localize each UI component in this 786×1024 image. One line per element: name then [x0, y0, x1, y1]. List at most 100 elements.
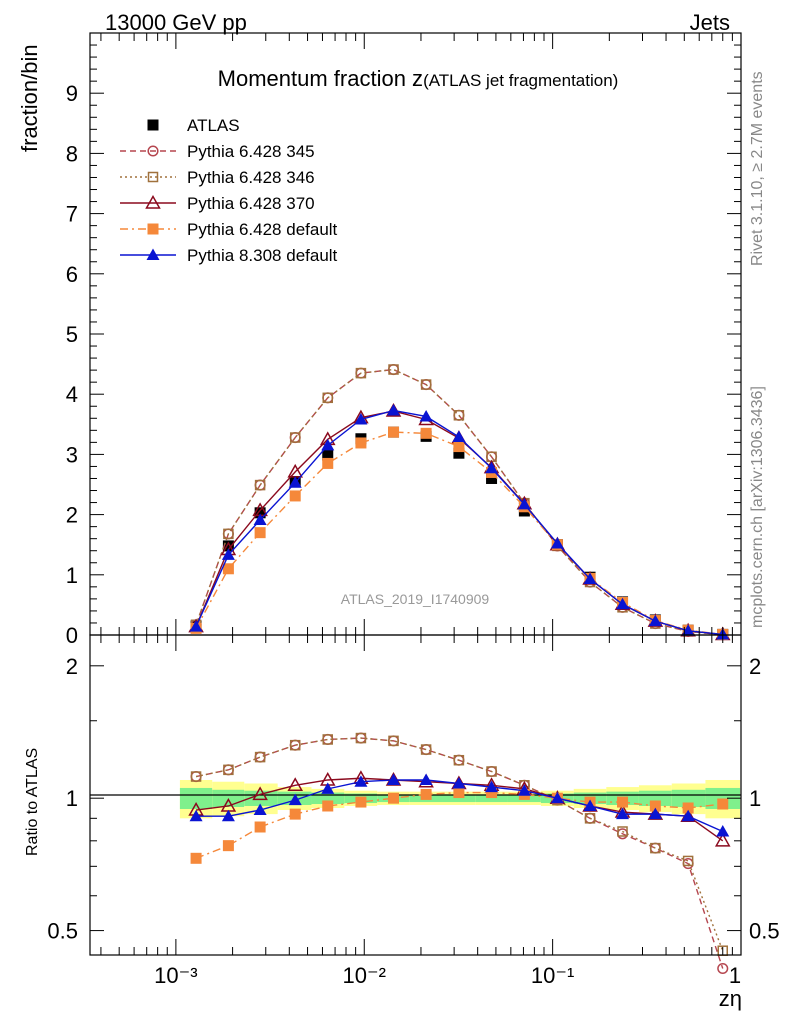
ratio-point-pythia-8-308-default — [253, 803, 267, 816]
ratio-point-pythia-6-428-default — [254, 821, 266, 833]
ratio-point-pythia-8-308-default — [452, 776, 466, 789]
ratio-point-pythia-6-428-default — [717, 798, 729, 810]
legend-label-pythia-8-308-default: Pythia 8.308 default — [187, 246, 338, 265]
ratio-point-pythia-6-428-346 — [322, 734, 333, 745]
y-axis-label-ratio: Ratio to ATLAS — [24, 748, 41, 856]
x-axis-label: zη — [719, 986, 742, 1011]
point-pythia-6-428-346 — [322, 392, 333, 404]
point-atlas — [486, 472, 498, 484]
point-pythia-6-428-346 — [223, 528, 234, 540]
point-pythia-8-308-default — [550, 536, 564, 549]
ratio-point-pythia-6-428-346 — [355, 732, 367, 744]
ratio-point-pythia-6-428-default — [617, 796, 629, 808]
ratio-point-pythia-6-428-346 — [289, 739, 301, 751]
point-pythia-8-308-default — [189, 620, 203, 632]
ratio-y-tick-label: 0.5 — [47, 919, 78, 944]
legend-label-pythia-6-428-346: Pythia 6.428 346 — [187, 168, 315, 187]
ratio-point-pythia-6-428-370 — [714, 832, 731, 847]
legend-label-pythia-6-428-345: Pythia 6.428 345 — [187, 142, 315, 161]
point-pythia-6-428-346 — [388, 364, 399, 375]
ratio-point-pythia-6-428-346 — [190, 771, 202, 782]
y-tick-label: 9 — [66, 81, 78, 106]
ratio-point-pythia-8-308-default — [517, 784, 531, 796]
ratio-point-pythia-8-308-default — [354, 775, 368, 787]
ratio-point-pythia-8-308-default — [648, 807, 662, 820]
legend-marker-pythia-8-308-default — [146, 248, 160, 260]
point-pythia-6-428-346 — [420, 379, 432, 390]
point-pythia-6-428-default — [420, 427, 432, 439]
ratio-point-pythia-8-308-default — [419, 773, 433, 785]
ratio-point-pythia-6-428-346 — [420, 744, 432, 755]
band-inner-bin — [475, 794, 508, 803]
ratio-point-pythia-6-428-default — [486, 787, 498, 799]
ratio-panel-frame — [89, 634, 742, 956]
point-pythia-6-428-346 — [355, 367, 367, 379]
ratio-point-pythia-6-428-default — [420, 788, 432, 800]
point-atlas — [322, 449, 334, 461]
main-title-sub: (ATLAS jet fragmentation) — [423, 71, 618, 90]
point-pythia-8-308-default — [485, 461, 499, 474]
ratio-line-pythia-6-428-345 — [195, 737, 724, 969]
ratio-point-pythia-8-308-default — [583, 799, 597, 811]
ratio-point-pythia-6-428-345 — [254, 751, 266, 763]
ratio-point-pythia-6-428-default — [355, 796, 367, 808]
main-title: Momentum fraction z(ATLAS jet fragmentat… — [218, 66, 619, 91]
y-tick-label: 0 — [66, 623, 78, 648]
point-pythia-6-428-default — [254, 527, 266, 539]
ratio-point-pythia-6-428-default — [388, 792, 400, 804]
header-process: 13000 GeV pp — [105, 10, 247, 35]
ratio-point-pythia-6-428-default — [682, 802, 694, 814]
point-pythia-8-308-default — [583, 572, 597, 585]
point-pythia-8-308-default — [616, 597, 630, 610]
ratio-point-pythia-6-428-default — [649, 800, 661, 812]
ratio-point-pythia-6-428-345 — [717, 962, 729, 975]
x-tick-label: 1 — [729, 963, 741, 988]
ratio-point-pythia-8-308-default — [550, 791, 564, 804]
y-tick-label: 6 — [66, 262, 78, 287]
rivet-label: Rivet 3.1.10, ≥ 2.7M events — [749, 71, 766, 266]
y-tick-label: 8 — [66, 141, 78, 166]
point-pythia-8-308-default — [648, 614, 662, 627]
x-tick-label: 10⁻¹ — [531, 963, 574, 988]
point-pythia-6-428-default — [289, 490, 301, 502]
band-inner-bin — [671, 789, 706, 807]
ratio-point-pythia-6-428-346 — [254, 751, 266, 763]
axes-group: 0 1 2 3 4 5 6 7 8 9 0.5 0.5 1 1 2 2 10⁻³ 10⁻² 10⁻¹ 1 — [47, 32, 780, 988]
ratio-point-pythia-6-428-default — [190, 852, 202, 864]
series-line-pythia-6-428-default — [195, 431, 723, 636]
point-pythia-6-428-346 — [254, 479, 266, 491]
mcplots-label: mcplots.cern.ch [arXiv:1306.3436] — [749, 386, 766, 628]
band-inner-bin — [442, 794, 476, 803]
point-pythia-8-308-default — [387, 403, 401, 416]
ratio-point-pythia-6-428-346 — [617, 826, 628, 837]
ratio-point-pythia-6-428-370 — [252, 786, 268, 801]
point-pythia-6-428-346 — [453, 410, 465, 421]
y-axis-label-top: fraction/bin — [17, 44, 42, 152]
y-tick-label: 1 — [66, 563, 78, 588]
legend-marker-pythia-6-428-370 — [145, 194, 161, 209]
ratio-point-pythia-6-428-346 — [453, 754, 465, 766]
ratio-point-pythia-8-308-default — [616, 807, 630, 820]
legend-marker-pythia-6-428-345 — [147, 145, 159, 157]
point-pythia-6-428-default — [222, 563, 234, 575]
legend-label-pythia-6-428-default: Pythia 6.428 default — [187, 220, 338, 239]
band-inner-bin — [179, 787, 213, 809]
ratio-point-pythia-6-428-370 — [287, 777, 303, 792]
ratio-point-pythia-8-308-default — [485, 780, 499, 793]
y-tick-label: 7 — [66, 202, 78, 227]
y-tick-label: 3 — [66, 442, 78, 467]
legend-marker-atlas — [147, 119, 159, 131]
x-tick-label: 10⁻³ — [154, 963, 197, 988]
ratio-point-pythia-6-428-default — [453, 787, 465, 799]
ratio-point-pythia-6-428-346 — [223, 764, 234, 776]
ratio-point-pythia-8-308-default — [387, 773, 401, 785]
ratio-y-tick-label-right: 0.5 — [749, 919, 780, 944]
point-pythia-8-308-default — [517, 497, 531, 510]
ratio-y-tick-label: 2 — [66, 654, 78, 679]
band-inner-bin — [705, 787, 741, 809]
ratio-y-tick-label: 1 — [66, 786, 78, 811]
ratio-series-group — [188, 732, 731, 975]
point-atlas — [222, 540, 234, 552]
point-pythia-8-308-default — [221, 548, 235, 560]
